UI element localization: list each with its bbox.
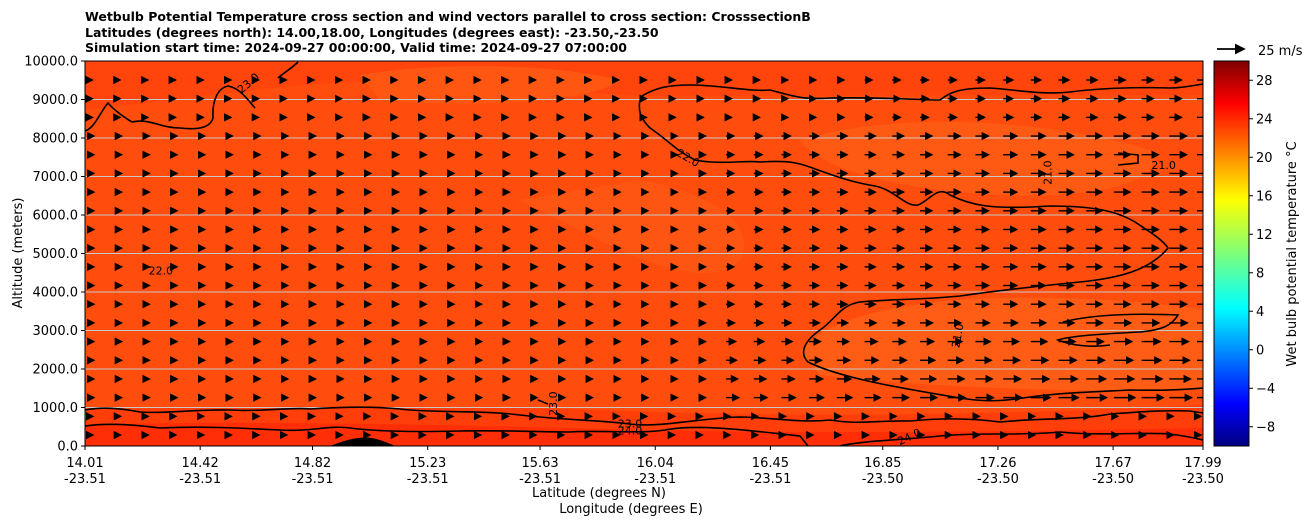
y-tick-label: 5000.0 bbox=[33, 247, 79, 262]
colorbar-tick-label: 4 bbox=[1256, 305, 1264, 320]
terrain bbox=[330, 437, 395, 446]
contour-21-upper bbox=[1117, 152, 1139, 166]
contour-label: 24.0 bbox=[618, 424, 643, 437]
x-tick-label-latitude: 17.26 bbox=[979, 456, 1016, 471]
contour-23-lower bbox=[85, 406, 1203, 426]
contour-lines bbox=[85, 61, 1203, 446]
colorbar-tick-label: 12 bbox=[1256, 228, 1273, 243]
cooler-patch-mid bbox=[520, 180, 744, 274]
contour-label: 21.0 bbox=[949, 322, 966, 348]
contour-label: 23.0 bbox=[547, 391, 560, 416]
cooler-patch-upper bbox=[360, 65, 620, 104]
x-tick-label-longitude: -23.50 bbox=[1092, 472, 1134, 487]
contour-22-body bbox=[638, 99, 1203, 402]
colorbar: 28 24 20 16 12 8 4 0 −4 −8 Wet bulb potential tem… bbox=[1213, 60, 1300, 447]
quiver-key-label: 25 m/s bbox=[1258, 44, 1303, 59]
x-tick-label-latitude: 16.85 bbox=[864, 456, 901, 471]
contour-22-upper-right bbox=[641, 83, 1203, 101]
x-tick-label-latitude: 15.23 bbox=[409, 456, 446, 471]
title-line-2: Latitudes (degrees north): 14.00,18.00, … bbox=[85, 24, 659, 40]
y-axis-label: Altitude (meters) bbox=[11, 198, 26, 309]
contour-label: 21.0 bbox=[1151, 159, 1176, 172]
x-tick-label-latitude: 14.42 bbox=[182, 456, 219, 471]
colorbar-tick-label: 24 bbox=[1256, 112, 1273, 127]
contour-24-right bbox=[839, 431, 1203, 446]
x-tick-label-latitude: 14.01 bbox=[66, 456, 103, 471]
x-tick-label-longitude: -23.51 bbox=[179, 472, 221, 487]
colorbar-tick-label: 16 bbox=[1256, 189, 1273, 204]
colorbar-tick-label: −8 bbox=[1256, 420, 1275, 435]
x-tick-label-longitude: -23.50 bbox=[977, 472, 1019, 487]
x-tick-label-latitude: 16.04 bbox=[637, 456, 674, 471]
y-tick-label: 3000.0 bbox=[33, 324, 79, 339]
x-tick-label-longitude: -23.51 bbox=[407, 472, 449, 487]
y-tick-label: 2000.0 bbox=[33, 363, 79, 378]
contour-23-upper-left-tip bbox=[277, 61, 299, 79]
contour-label: 22.0 bbox=[149, 265, 174, 278]
y-tick-label: 4000.0 bbox=[33, 286, 79, 301]
contour-label: 23.0 bbox=[618, 418, 643, 431]
colorbar-tick-label: 8 bbox=[1256, 266, 1264, 281]
y-tick-label: 8000.0 bbox=[33, 132, 79, 147]
y-tick-label: 0.0 bbox=[57, 440, 78, 455]
y-tick-label: 6000.0 bbox=[33, 209, 79, 224]
title-line-1: Wetbulb Potential Temperature cross sect… bbox=[85, 9, 811, 24]
quiver-key: 25 m/s bbox=[1217, 43, 1303, 59]
cooler-patch-right bbox=[800, 121, 1154, 196]
x-axis-label-longitude: Longitude (degrees E) bbox=[559, 502, 703, 517]
y-tick-label: 10000.0 bbox=[24, 55, 78, 70]
colorbar-label: Wet bulb potential temperature °C bbox=[1285, 141, 1300, 366]
x-tick-label-longitude: -23.50 bbox=[862, 472, 904, 487]
colorbar-gradient bbox=[1213, 60, 1250, 447]
x-axis-label-latitude: Latitude (degrees N) bbox=[532, 486, 666, 501]
x-tick-label-longitude: -23.51 bbox=[519, 472, 561, 487]
x-axis-ticks: 14.01-23.5114.42-23.5114.82-23.5115.23-2… bbox=[64, 446, 1224, 487]
x-tick-label-longitude: -23.51 bbox=[749, 472, 791, 487]
x-tick-label-latitude: 17.67 bbox=[1095, 456, 1132, 471]
colorbar-ticks: 28 24 20 16 12 8 4 0 −4 −8 bbox=[1249, 74, 1275, 435]
colorbar-tick-label: −4 bbox=[1256, 382, 1275, 397]
colorbar-tick-label: 28 bbox=[1256, 74, 1273, 89]
x-tick-label-longitude: -23.51 bbox=[64, 472, 106, 487]
chart-title: Wetbulb Potential Temperature cross sect… bbox=[85, 9, 811, 56]
wind-vectors bbox=[85, 75, 1203, 440]
warm-band-upper bbox=[85, 61, 1203, 110]
y-axis-ticks: 0.0 1000.0 2000.0 3000.0 4000.0 5000.0 6000.0 7… bbox=[24, 55, 85, 455]
x-tick-label-longitude: -23.51 bbox=[292, 472, 334, 487]
title-line-3: Simulation start time: 2024-09-27 00:00:… bbox=[85, 40, 627, 55]
y-tick-label: 7000.0 bbox=[33, 170, 79, 185]
x-tick-label-longitude: -23.51 bbox=[634, 472, 676, 487]
y-tick-label: 1000.0 bbox=[33, 401, 79, 416]
contour-24-lower bbox=[85, 423, 809, 446]
x-tick-label-latitude: 15.63 bbox=[521, 456, 558, 471]
contour-23-small-tick bbox=[537, 399, 549, 405]
contour-21-lower bbox=[1055, 313, 1180, 347]
contour-23-upper-left bbox=[85, 85, 256, 132]
x-tick-label-longitude: -23.50 bbox=[1182, 472, 1224, 487]
colorbar-tick-label: 20 bbox=[1256, 151, 1273, 166]
x-tick-label-latitude: 16.45 bbox=[752, 456, 789, 471]
colorbar-tick-label: 0 bbox=[1256, 343, 1264, 358]
x-tick-label-latitude: 17.99 bbox=[1184, 456, 1221, 471]
y-tick-label: 9000.0 bbox=[33, 93, 79, 108]
x-tick-label-latitude: 14.82 bbox=[294, 456, 331, 471]
contour-label: 21.0 bbox=[1041, 160, 1054, 185]
